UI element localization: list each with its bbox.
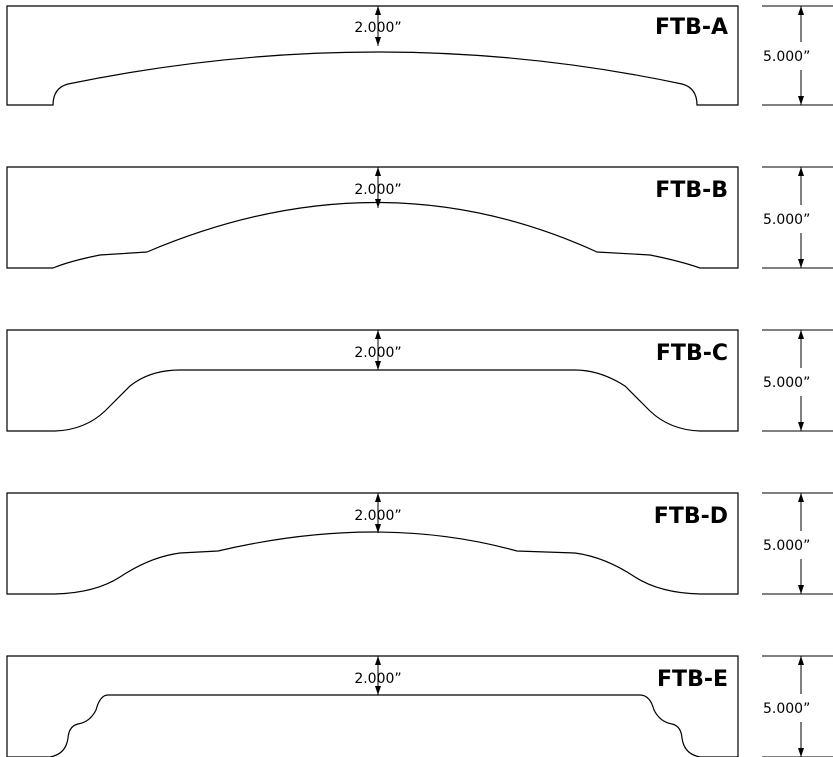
center-dim-text: 2.000” (354, 508, 401, 524)
side-dim-text: 5.000” (763, 701, 810, 717)
profile-ftb-d: 2.000” FTB-D 5.000” (6, 492, 833, 595)
profile-outline (6, 655, 739, 757)
side-dimension (762, 492, 833, 595)
side-dim-text: 5.000” (763, 212, 810, 228)
center-dimension (375, 330, 381, 370)
profile-outline (6, 166, 739, 269)
profile-label: FTB-E (657, 667, 728, 692)
center-dimension (375, 167, 381, 208)
profile-label: FTB-A (655, 15, 728, 40)
profile-outline (6, 5, 739, 106)
center-dim-text: 2.000” (354, 20, 401, 36)
profile-ftb-b: 2.000” FTB-B 5.000” (6, 166, 833, 269)
center-dimension (375, 656, 381, 695)
side-dim-text: 5.000” (763, 49, 810, 65)
profile-ftb-c: 2.000” FTB-C 5.000” (6, 329, 833, 432)
profile-ftb-e: 2.000” FTB-E 5.000” (6, 655, 833, 757)
side-dimension (762, 329, 833, 432)
center-dim-text: 2.000” (354, 182, 401, 198)
profile-outline (6, 492, 739, 595)
center-dim-text: 2.000” (354, 671, 401, 687)
center-dim-text: 2.000” (354, 345, 401, 361)
side-dim-text: 5.000” (763, 375, 810, 391)
profile-outline (6, 329, 739, 432)
center-dimension (375, 493, 381, 533)
side-dim-text: 5.000” (763, 538, 810, 554)
side-dimension (762, 655, 833, 757)
profile-label: FTB-B (655, 178, 728, 203)
profile-label: FTB-D (654, 504, 728, 529)
profile-ftb-a: 2.000” FTB-A 5.000” (6, 5, 833, 106)
side-dimension (762, 166, 833, 269)
center-dimension (375, 6, 381, 46)
profile-label: FTB-C (656, 341, 728, 366)
side-dimension (762, 5, 833, 106)
